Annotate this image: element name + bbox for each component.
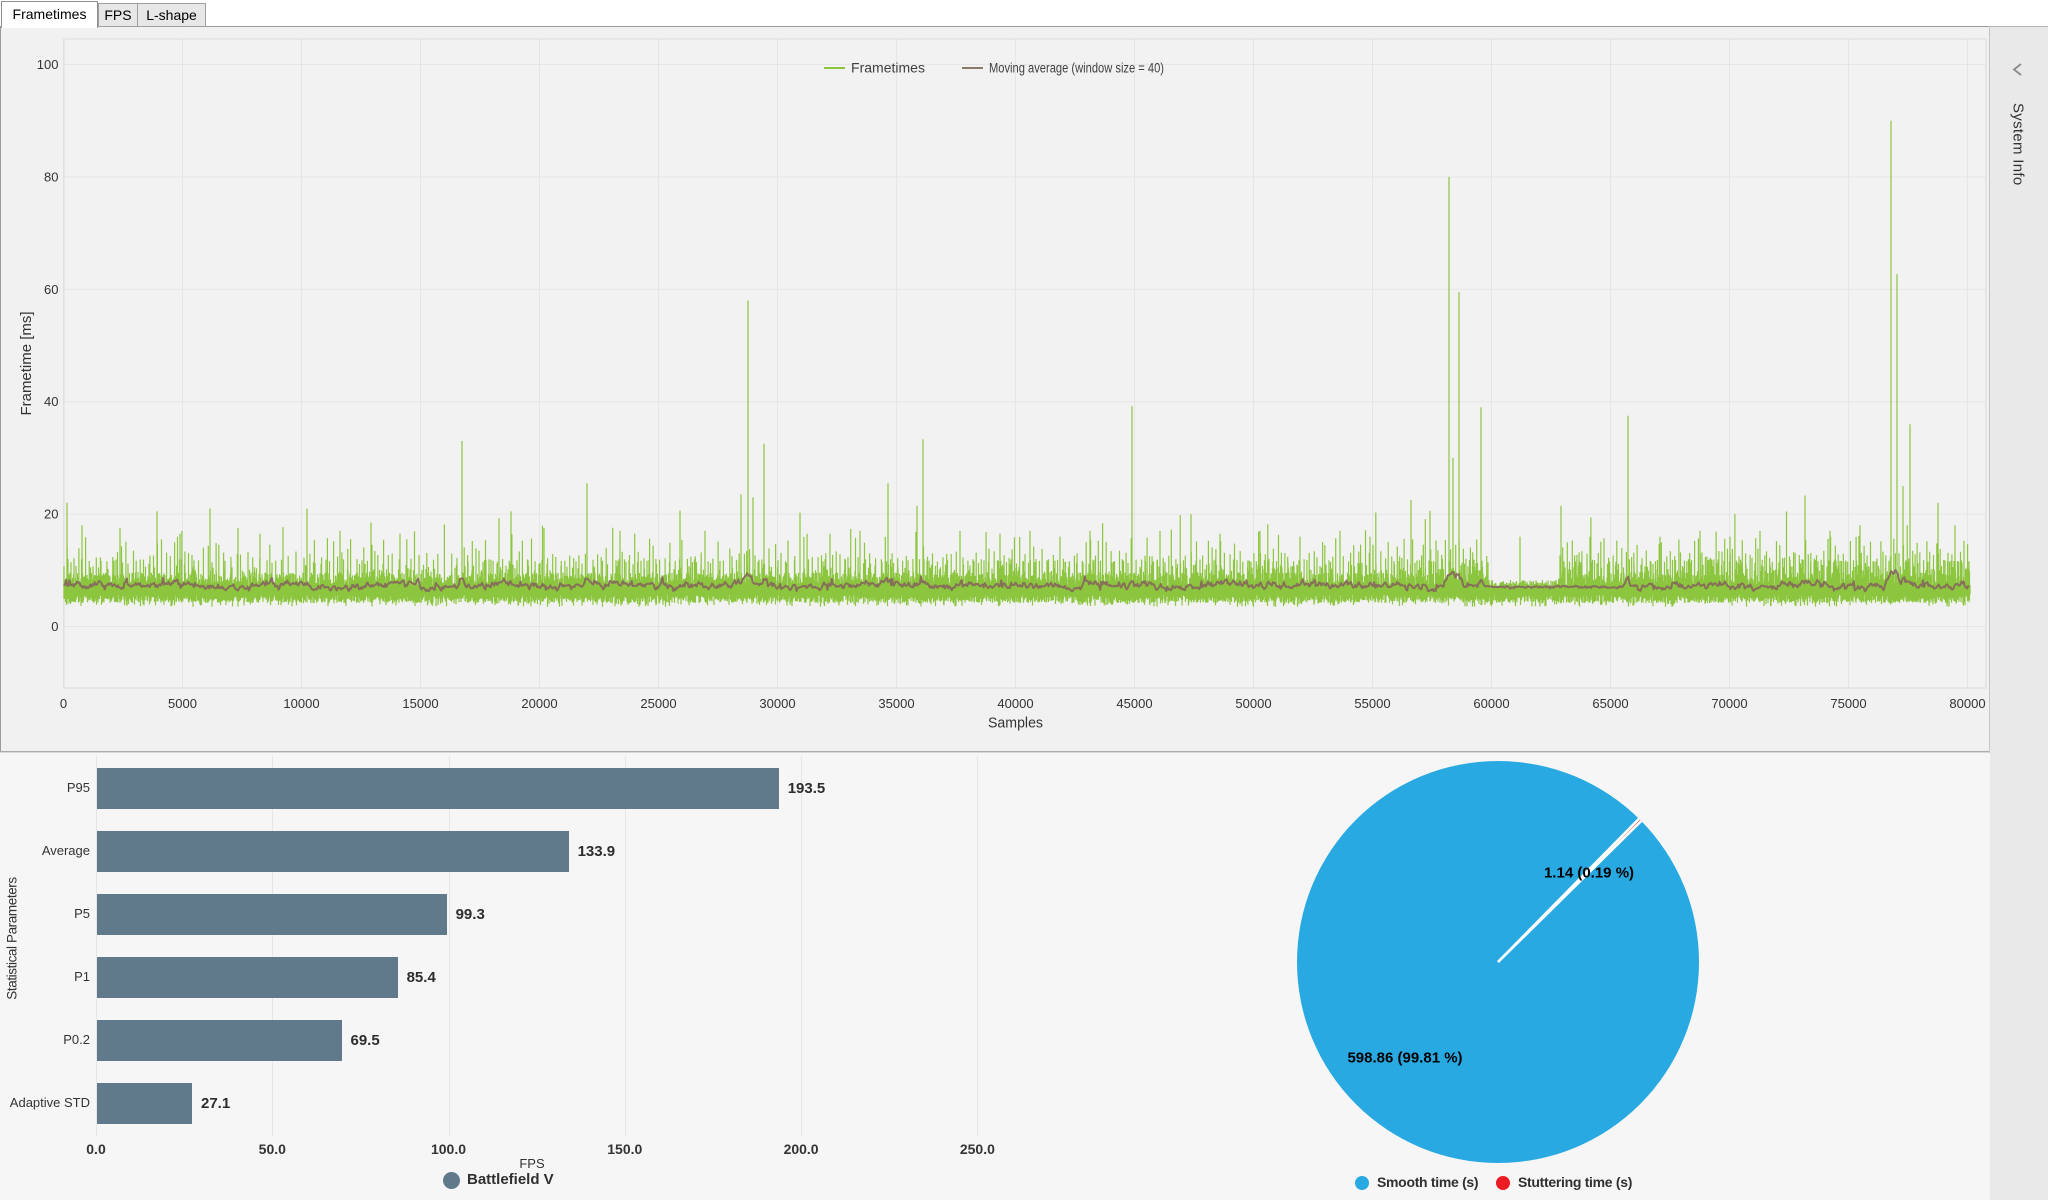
svg-text:15000: 15000 — [402, 696, 438, 711]
svg-text:30000: 30000 — [759, 696, 795, 711]
svg-text:100: 100 — [37, 57, 59, 72]
svg-text:10000: 10000 — [283, 696, 319, 711]
svg-text:40000: 40000 — [997, 696, 1033, 711]
svg-text:50000: 50000 — [1235, 696, 1271, 711]
svg-text:20000: 20000 — [521, 696, 557, 711]
svg-text:80: 80 — [44, 169, 58, 184]
svg-text:40: 40 — [44, 394, 58, 409]
svg-text:35000: 35000 — [878, 696, 914, 711]
svg-text:65000: 65000 — [1592, 696, 1628, 711]
svg-text:Samples: Samples — [988, 715, 1043, 732]
svg-text:20: 20 — [44, 507, 58, 522]
svg-text:45000: 45000 — [1116, 696, 1152, 711]
svg-text:598.86 (99.81 %): 598.86 (99.81 %) — [1347, 1050, 1462, 1067]
svg-text:Moving average (window size =: Moving average (window size = 40) — [989, 61, 1164, 76]
svg-text:1.14 (0.19 %): 1.14 (0.19 %) — [1544, 865, 1634, 882]
svg-text:70000: 70000 — [1711, 696, 1747, 711]
svg-text:75000: 75000 — [1830, 696, 1866, 711]
svg-text:25000: 25000 — [640, 696, 676, 711]
svg-text:0: 0 — [51, 619, 58, 634]
svg-text:55000: 55000 — [1354, 696, 1390, 711]
svg-text:0: 0 — [60, 696, 67, 711]
svg-text:Frametimes: Frametimes — [851, 61, 925, 76]
svg-text:Frametime [ms]: Frametime [ms] — [18, 312, 35, 416]
svg-text:60: 60 — [44, 282, 58, 297]
svg-text:60000: 60000 — [1473, 696, 1509, 711]
svg-text:5000: 5000 — [168, 696, 197, 711]
svg-text:80000: 80000 — [1949, 696, 1985, 711]
